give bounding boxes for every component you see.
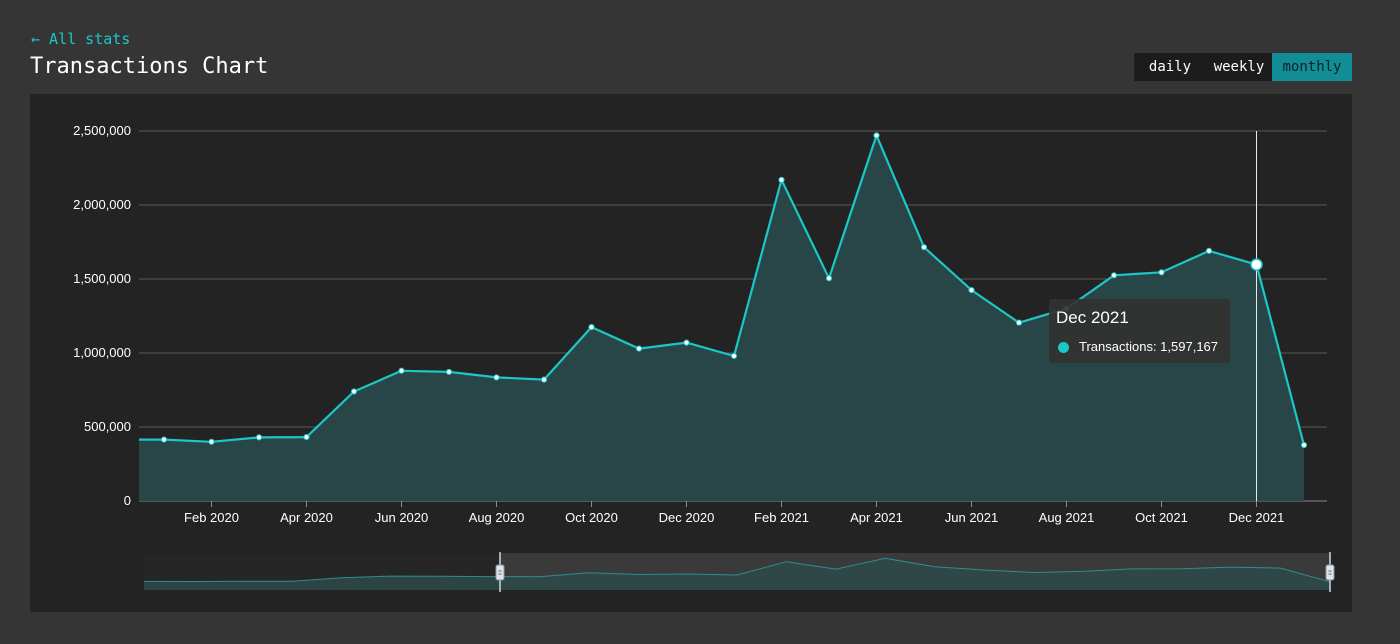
y-tick-label: 1,500,000 — [73, 271, 131, 286]
tooltip-title: Dec 2021 — [1056, 308, 1129, 327]
data-point[interactable] — [160, 436, 168, 443]
transactions-chart[interactable]: 0 500,000 1,000,000 1,500,000 2,000,000 2,500… — [30, 94, 1352, 612]
data-point[interactable] — [303, 433, 310, 441]
tooltip-series-dot — [1058, 342, 1069, 353]
navigator-area — [144, 558, 1330, 590]
x-tick-label: Dec 2021 — [1229, 510, 1285, 525]
x-tick-label: Jun 2020 — [375, 510, 429, 525]
tooltip-value: 1,597,167 — [1160, 339, 1219, 354]
data-point[interactable] — [493, 374, 500, 381]
y-tick-label: 500,000 — [84, 419, 131, 434]
navigator-line — [143, 557, 1331, 583]
data-point[interactable] — [1300, 441, 1308, 449]
tooltip-series-label: Transactions — [1079, 339, 1153, 354]
period-toggle: daily weekly monthly — [1134, 53, 1352, 81]
x-tick-label: Aug 2021 — [1039, 510, 1095, 525]
data-point[interactable] — [588, 324, 595, 331]
x-tick-label: Oct 2020 — [565, 510, 618, 525]
data-point[interactable] — [920, 244, 928, 251]
x-tick-label: Oct 2021 — [1135, 510, 1188, 525]
data-point[interactable] — [1205, 247, 1213, 254]
data-point[interactable] — [778, 176, 785, 183]
data-point[interactable] — [1110, 272, 1118, 279]
range-navigator[interactable] — [143, 552, 1335, 592]
x-tick-label: Apr 2021 — [850, 510, 903, 525]
tooltip: Dec 2021 Transactions: 1,597,167 — [1049, 299, 1230, 363]
data-point[interactable] — [873, 132, 880, 139]
y-tick-label: 2,000,000 — [73, 197, 131, 212]
period-weekly-button[interactable]: weekly — [1213, 59, 1265, 75]
data-point[interactable] — [445, 368, 453, 376]
x-tick-label: Apr 2020 — [280, 510, 333, 525]
tooltip-series-value: Transactions: 1,597,167 — [1079, 339, 1219, 354]
page-title: Transactions Chart — [30, 54, 269, 79]
data-point[interactable] — [540, 376, 548, 383]
navigator-right-handle[interactable] — [1325, 564, 1335, 581]
y-tick-label: 2,500,000 — [73, 123, 131, 138]
data-point[interactable] — [825, 275, 833, 282]
data-point[interactable] — [350, 388, 358, 395]
data-point[interactable] — [398, 367, 405, 374]
series-line — [139, 134, 1306, 446]
data-point[interactable] — [968, 287, 975, 294]
data-point[interactable] — [255, 434, 263, 441]
chart-panel: 0 500,000 1,000,000 1,500,000 2,000,000 2,500… — [30, 94, 1352, 612]
y-tick-label: 0 — [124, 493, 131, 508]
period-daily-button[interactable]: daily — [1148, 59, 1192, 75]
x-tick-label: Feb 2020 — [184, 510, 239, 525]
period-monthly-button[interactable]: monthly — [1272, 53, 1352, 81]
back-to-all-stats-link[interactable]: ← All stats — [31, 30, 131, 48]
x-tick-label: Aug 2020 — [469, 510, 525, 525]
x-tick-label: Feb 2021 — [754, 510, 809, 525]
x-tick-label: Jun 2021 — [945, 510, 999, 525]
x-tick-label: Dec 2020 — [659, 510, 715, 525]
data-point[interactable] — [730, 352, 738, 360]
data-point[interactable] — [208, 438, 215, 445]
data-point[interactable] — [1015, 319, 1023, 326]
data-point[interactable] — [635, 345, 643, 352]
data-point[interactable] — [683, 339, 690, 346]
data-point[interactable] — [1158, 269, 1165, 276]
area-fill — [139, 135, 1304, 501]
y-tick-label: 1,000,000 — [73, 345, 131, 360]
highlighted-data-point[interactable] — [1250, 258, 1263, 271]
navigator-left-handle[interactable] — [495, 564, 505, 581]
